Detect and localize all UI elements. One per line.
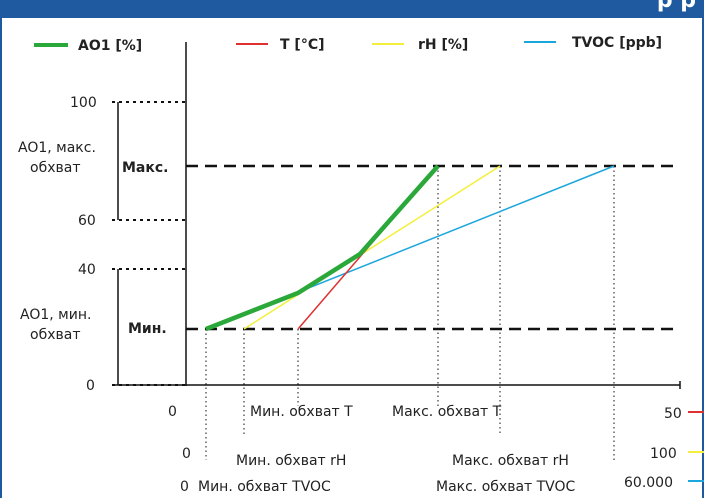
- tvoc-max-label: Макс. обхват TVOC: [436, 479, 576, 495]
- t-max-label: Макс. обхват T: [392, 404, 502, 420]
- legend: AO1 [%] T [°C] rH [%] TVOC [ppb]: [34, 35, 662, 54]
- legend-rh-label: rH [%]: [418, 37, 468, 53]
- rh-max-label: Макс. обхват rH: [452, 453, 569, 469]
- max-level-label: Макс.: [122, 160, 169, 176]
- ao1-min-band-label-line2: обхват: [30, 327, 80, 343]
- rh-response-line: [243, 165, 501, 330]
- y-tick-40: 40: [78, 262, 96, 278]
- x-labels: 0 0 0 Мин. обхват T Макс. обхват T Мин. …: [168, 404, 704, 495]
- legend-tvoc-label: TVOC [ppb]: [572, 35, 662, 51]
- y-tick-0: 0: [86, 378, 95, 394]
- title-text: р р: [656, 0, 696, 13]
- ao1-min-band-label-line1: AO1, мин.: [20, 307, 91, 323]
- ao1-output-line: [205, 164, 440, 332]
- y-tick-60: 60: [78, 213, 96, 229]
- ao1-max-band-label-line1: AO1, макс.: [18, 140, 96, 156]
- min-level-label: Мин.: [128, 321, 167, 337]
- y-ticks: 100 60 40 0: [70, 95, 186, 394]
- t-min-label: Мин. обхват T: [250, 404, 353, 420]
- tvoc-end-value: 60.000: [624, 475, 673, 491]
- ao1-max-band-label-line2: обхват: [30, 160, 80, 176]
- y-tick-100: 100: [70, 95, 97, 111]
- t-start-value: 0: [168, 404, 177, 420]
- legend-t-label: T [°C]: [280, 37, 325, 53]
- rh-end-value: 100: [650, 446, 677, 462]
- rh-start-value: 0: [182, 446, 191, 462]
- tvoc-min-label: Мин. обхват TVOC: [198, 479, 331, 495]
- rh-min-label: Мин. обхват rH: [236, 453, 346, 469]
- tvoc-start-value: 0: [180, 479, 189, 495]
- t-end-value: 50: [664, 406, 682, 422]
- legend-ao1-label: AO1 [%]: [78, 38, 142, 54]
- title-bar: р р: [0, 0, 704, 18]
